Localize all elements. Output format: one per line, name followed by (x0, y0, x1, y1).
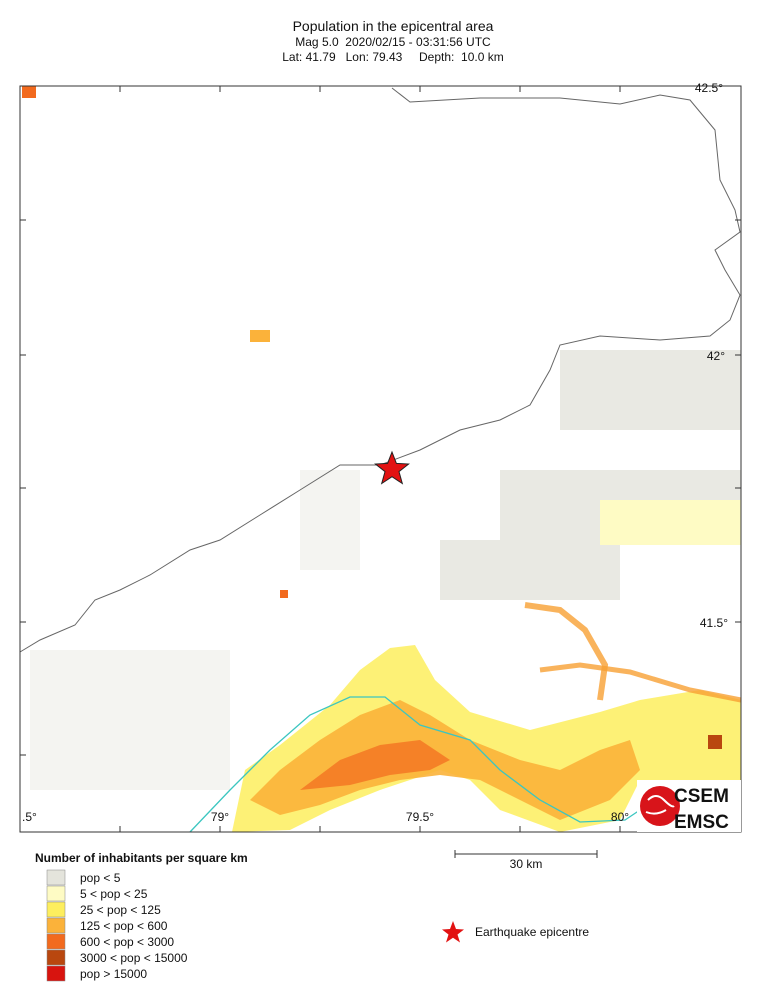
epicentre (374, 450, 410, 485)
lon-label: .5° (22, 810, 37, 824)
logo-text: CSEM (674, 786, 729, 807)
population-mid (22, 86, 741, 598)
legend-label: 3000 < pop < 15000 (80, 951, 188, 965)
legend-star (442, 921, 464, 943)
legend-title: Number of inhabitants per square km (35, 851, 248, 865)
subtitle: Lat: 41.79 Lon: 79.43 Depth: 10.0 km (282, 50, 503, 64)
lat-label: 42.5° (695, 81, 723, 95)
population-belt (300, 740, 450, 790)
lon-label: 79.5° (406, 810, 434, 824)
population-strip (524, 602, 609, 701)
subtitle: Mag 5.0 2020/02/15 - 03:31:56 UTC (295, 35, 491, 49)
legend-label: pop > 15000 (80, 967, 147, 981)
legend-swatch (46, 901, 66, 918)
logo-text: EMSC (674, 812, 729, 833)
lon-label: 79° (211, 810, 229, 824)
legend-swatch (46, 965, 66, 982)
legend-label: 5 < pop < 25 (80, 887, 148, 901)
map-frame (19, 85, 742, 833)
lon-label: 80° (611, 810, 629, 824)
legend-label: pop < 5 (80, 871, 121, 885)
population-cell (708, 735, 722, 749)
legend-label: 25 < pop < 125 (80, 903, 161, 917)
legend-swatch (46, 917, 66, 934)
legend-swatch (46, 885, 66, 902)
logo: CSEM EMSC (637, 780, 741, 833)
ticks (20, 86, 741, 832)
scale-bar: 30 km (454, 850, 598, 871)
river (189, 696, 641, 833)
legend-swatch (46, 869, 66, 886)
legend-epicentre: Earthquake epicentre (475, 925, 589, 939)
legend: Number of inhabitants per square km Eart… (35, 851, 589, 982)
lat-label: 41.5° (700, 616, 728, 630)
legend-swatch (46, 949, 66, 966)
legend-label: 125 < pop < 600 (80, 919, 168, 933)
legend-swatch (46, 933, 66, 950)
scale-label: 30 km (510, 857, 543, 871)
title: Population in the epicentral area (293, 18, 494, 34)
population-strip (539, 662, 742, 703)
lat-label: 42° (707, 349, 725, 363)
border (19, 87, 741, 653)
map: 42.5° 42° 41.5° .5° 79° 79.5° 80° CSEM E… (19, 81, 742, 833)
legend-label: 600 < pop < 3000 (80, 935, 174, 949)
population-low (30, 350, 741, 790)
